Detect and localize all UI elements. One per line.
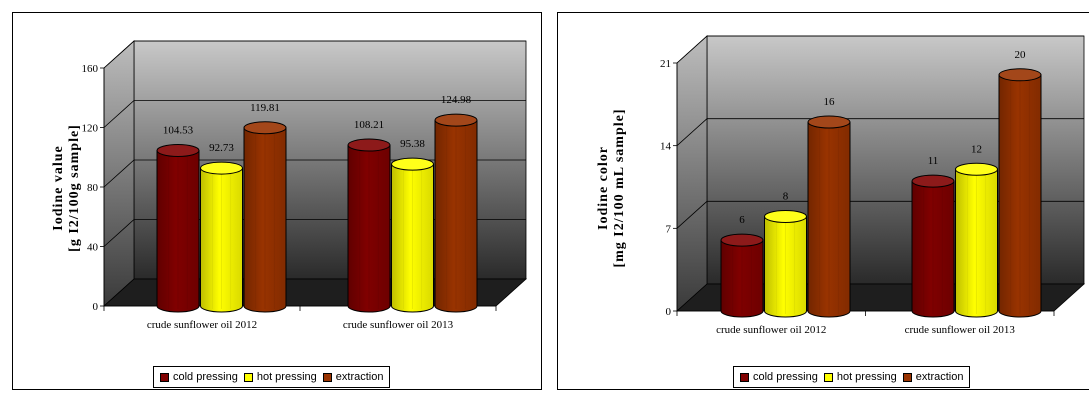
legend-swatch bbox=[740, 372, 749, 382]
chart-iodine-value: 0 40 80 120 160 crude sunflower oil 2012 crude… bbox=[51, 40, 528, 331]
bar-hot-pressing-1 bbox=[391, 157, 434, 313]
y-tick-label: 14 bbox=[660, 141, 672, 153]
data-label: 8 bbox=[783, 191, 789, 203]
x-category-label: crude sunflower oil 2013 bbox=[905, 324, 1016, 336]
data-label: 12 bbox=[971, 143, 982, 155]
legend-label: extraction bbox=[335, 371, 384, 383]
legend-item-cold-pressing: cold pressing bbox=[740, 371, 818, 383]
legend-item-hot-pressing: hot pressing bbox=[823, 371, 897, 383]
legend-swatch bbox=[243, 372, 253, 382]
data-label: 119.81 bbox=[250, 102, 280, 114]
chart-iodine-color: 0 7 14 21 crude sunflower oil 2012 crude sunf… bbox=[596, 35, 1086, 336]
bar-cold-pressing-1 bbox=[911, 174, 955, 318]
legend-swatch bbox=[160, 372, 169, 382]
data-label: 124.98 bbox=[441, 94, 472, 106]
x-category-label: crude sunflower oil 2013 bbox=[343, 319, 454, 331]
chart-panel-iodine-value: 0 40 80 120 160 crude sunflower oil 2012 crude… bbox=[12, 12, 542, 390]
data-label: 92.73 bbox=[209, 142, 234, 154]
bar-extraction-0 bbox=[243, 121, 287, 313]
x-category-label: crude sunflower oil 2012 bbox=[716, 324, 826, 336]
legend-item-cold-pressing: cold pressing bbox=[160, 371, 238, 383]
data-label: 20 bbox=[1015, 49, 1027, 61]
legend-label: cold pressing bbox=[753, 371, 818, 383]
bar-extraction-0 bbox=[807, 115, 851, 318]
legend-label: cold pressing bbox=[173, 371, 238, 383]
data-label: 108.21 bbox=[354, 119, 384, 131]
y-tick-label: 160 bbox=[82, 63, 99, 75]
gridline bbox=[103, 40, 526, 69]
data-label: 11 bbox=[928, 155, 939, 167]
gridline bbox=[103, 100, 526, 128]
legend-item-hot-pressing: hot pressing bbox=[243, 371, 317, 383]
y-axis-title: Iodine value[g I2/100g sample] bbox=[51, 124, 82, 252]
legend-label: hot pressing bbox=[836, 371, 897, 383]
gridline bbox=[103, 159, 526, 188]
data-label: 6 bbox=[739, 214, 745, 226]
gridline bbox=[676, 35, 1084, 64]
legend-item-extraction: extraction bbox=[322, 371, 384, 383]
y-tick-label: 80 bbox=[87, 182, 99, 194]
gridline bbox=[676, 118, 1084, 146]
data-label: 16 bbox=[824, 96, 836, 108]
legend-label: hot pressing bbox=[256, 371, 317, 383]
chart-panel-iodine-color: 0 7 14 21 crude sunflower oil 2012 crude sunf… bbox=[557, 12, 1089, 390]
bar-extraction-1 bbox=[434, 113, 478, 313]
legend: cold pressing hot pressing extraction bbox=[153, 366, 391, 388]
x-category-label: crude sunflower oil 2012 bbox=[147, 319, 257, 331]
data-label: 104.53 bbox=[163, 125, 194, 137]
bar-cold-pressing-0 bbox=[156, 144, 200, 313]
y-tick-label: 40 bbox=[87, 242, 99, 254]
y-tick-label: 0 bbox=[666, 306, 672, 318]
data-label: 95.38 bbox=[400, 138, 425, 150]
y-tick-label: 21 bbox=[660, 58, 671, 70]
legend-item-extraction: extraction bbox=[902, 371, 964, 383]
bar-extraction-1 bbox=[998, 68, 1042, 318]
plot-side-wall bbox=[676, 35, 708, 312]
bar-cold-pressing-0 bbox=[720, 233, 764, 318]
legend-swatch bbox=[823, 372, 833, 382]
bar-cold-pressing-1 bbox=[347, 138, 391, 313]
legend-swatch bbox=[902, 372, 912, 382]
bar-hot-pressing-0 bbox=[764, 210, 807, 318]
y-tick-label: 0 bbox=[93, 301, 99, 313]
legend-swatch bbox=[322, 372, 332, 382]
y-tick-label: 120 bbox=[82, 123, 99, 135]
legend-label: extraction bbox=[915, 371, 964, 383]
y-axis-title: Iodine color[mg I2/100 mL sample] bbox=[596, 108, 627, 267]
y-tick-label: 7 bbox=[666, 223, 672, 235]
bar-hot-pressing-0 bbox=[200, 161, 243, 313]
legend: cold pressing hot pressing extraction bbox=[733, 366, 971, 388]
bar-hot-pressing-1 bbox=[955, 162, 998, 318]
